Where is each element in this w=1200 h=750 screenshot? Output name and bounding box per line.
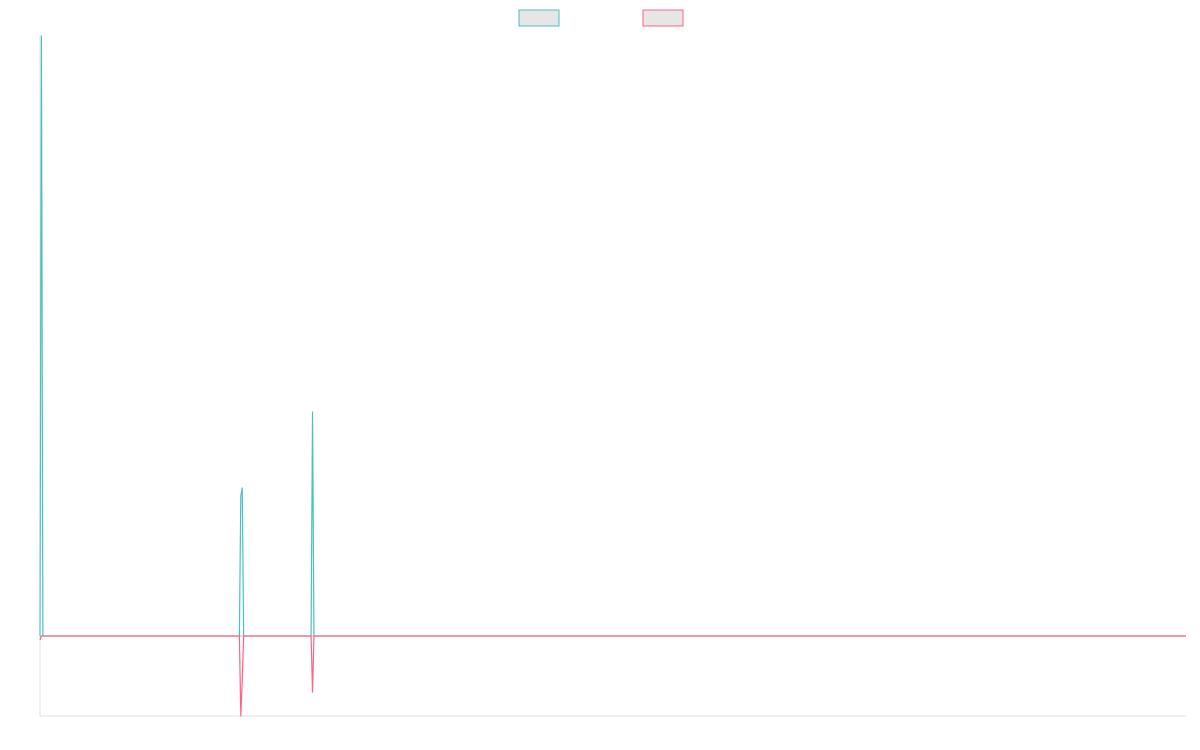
legend-swatch-1[interactable] (518, 9, 560, 27)
series-line-2 (39, 635, 1186, 717)
legend[interactable] (518, 9, 684, 27)
plot-area (39, 35, 1186, 717)
series-layer (39, 35, 1186, 717)
series-line-1 (39, 35, 1186, 637)
legend-swatch-2[interactable] (642, 9, 684, 27)
